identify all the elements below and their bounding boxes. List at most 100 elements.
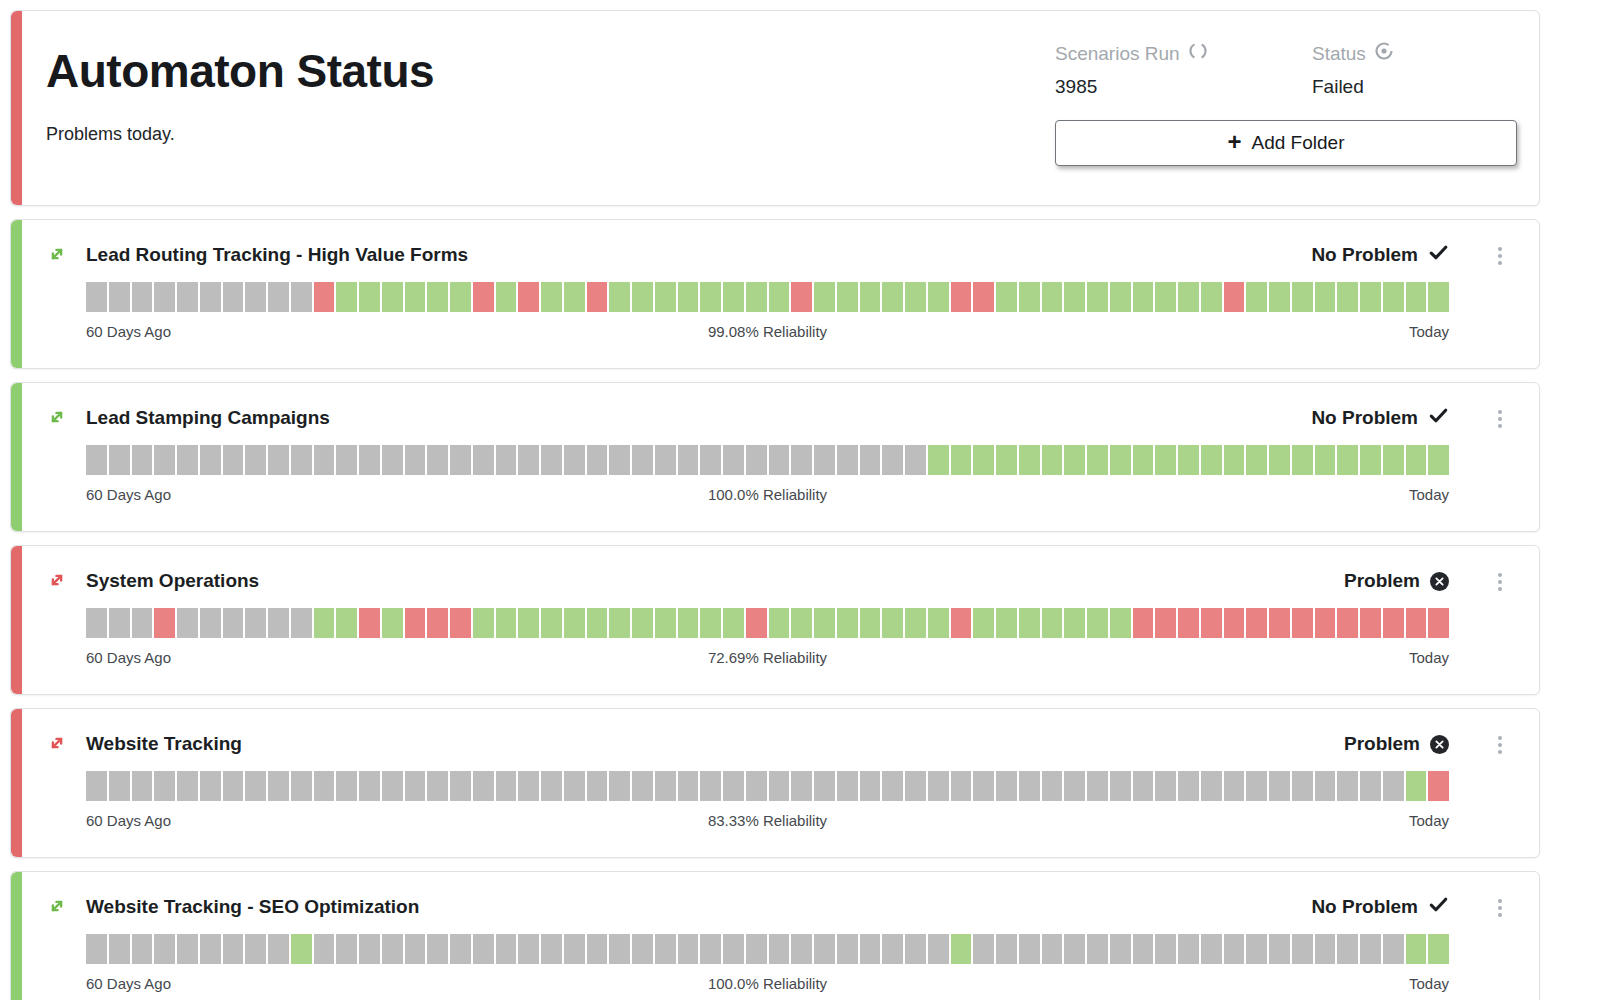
kebab-menu-icon[interactable]	[1495, 733, 1505, 757]
day-cell	[1360, 282, 1381, 312]
expand-icon[interactable]	[46, 569, 68, 591]
day-cell	[1201, 608, 1222, 638]
history-start-label: 60 Days Ago	[86, 975, 427, 992]
status-text: Problem	[1344, 733, 1420, 755]
history-end-label: Today	[1108, 486, 1449, 503]
history-bar	[86, 445, 1449, 475]
day-cell	[882, 608, 903, 638]
day-cell	[723, 934, 744, 964]
day-cell	[746, 282, 767, 312]
day-cell	[564, 608, 585, 638]
day-cell	[1019, 282, 1040, 312]
day-cell	[882, 771, 903, 801]
refresh-icon	[1188, 41, 1208, 66]
day-cell	[678, 445, 699, 475]
day-cell	[1178, 282, 1199, 312]
day-cell	[723, 771, 744, 801]
day-cell	[518, 282, 539, 312]
page-subtitle: Problems today.	[46, 124, 1055, 145]
day-cell	[1178, 934, 1199, 964]
day-cell	[769, 608, 790, 638]
day-cell	[951, 934, 972, 964]
day-cell	[1064, 608, 1085, 638]
day-cell	[336, 608, 357, 638]
day-cell	[1337, 771, 1358, 801]
scenarios-run-value: 3985	[1055, 76, 1312, 98]
day-cell	[928, 608, 949, 638]
day-cell	[496, 934, 517, 964]
day-cell	[723, 282, 744, 312]
day-cell	[314, 934, 335, 964]
day-cell	[268, 282, 289, 312]
expand-icon[interactable]	[46, 895, 68, 917]
scenario-title: System Operations	[86, 570, 1344, 592]
day-cell	[587, 445, 608, 475]
day-cell	[1201, 282, 1222, 312]
day-cell	[405, 608, 426, 638]
day-cell	[1428, 282, 1449, 312]
day-cell	[996, 771, 1017, 801]
day-cell	[996, 445, 1017, 475]
day-cell	[359, 282, 380, 312]
expand-icon[interactable]	[46, 406, 68, 428]
day-cell	[359, 934, 380, 964]
day-cell	[336, 282, 357, 312]
kebab-menu-icon[interactable]	[1495, 570, 1505, 594]
day-cell	[837, 282, 858, 312]
day-cell	[746, 934, 767, 964]
day-cell	[518, 934, 539, 964]
day-cell	[1087, 608, 1108, 638]
day-cell	[245, 934, 266, 964]
day-cell	[177, 608, 198, 638]
day-cell	[1292, 934, 1313, 964]
day-cell	[1428, 934, 1449, 964]
day-cell	[1406, 934, 1427, 964]
day-cell	[450, 934, 471, 964]
day-cell	[814, 934, 835, 964]
plus-icon: +	[1228, 130, 1242, 154]
history-bar	[86, 771, 1449, 801]
day-cell	[1269, 282, 1290, 312]
kebab-menu-icon[interactable]	[1495, 896, 1505, 920]
status-label: Status	[1312, 43, 1366, 65]
header-left: Automaton Status Problems today.	[11, 11, 1055, 205]
day-cell	[473, 934, 494, 964]
day-cell	[564, 445, 585, 475]
kebab-menu-icon[interactable]	[1495, 407, 1505, 431]
scenario-card: System Operations Problem	[10, 545, 1540, 695]
day-cell	[769, 934, 790, 964]
status-text: No Problem	[1311, 896, 1418, 918]
day-cell	[382, 771, 403, 801]
history-end-label: Today	[1108, 812, 1449, 829]
day-cell	[564, 771, 585, 801]
day-cell	[609, 771, 630, 801]
day-cell	[587, 608, 608, 638]
day-cell	[1428, 608, 1449, 638]
day-cell	[814, 771, 835, 801]
day-cell	[314, 282, 335, 312]
day-cell	[1269, 771, 1290, 801]
day-cell	[723, 608, 744, 638]
day-cell	[132, 608, 153, 638]
day-cell	[1178, 608, 1199, 638]
add-folder-button[interactable]: + Add Folder	[1055, 120, 1517, 166]
day-cell	[109, 934, 130, 964]
day-cell	[609, 934, 630, 964]
day-cell	[1246, 608, 1267, 638]
expand-icon[interactable]	[46, 243, 68, 265]
kebab-menu-icon[interactable]	[1495, 244, 1505, 268]
stat-status: Status Failed	[1312, 41, 1517, 98]
day-cell	[609, 608, 630, 638]
day-cell	[1110, 445, 1131, 475]
day-cell	[336, 771, 357, 801]
expand-icon[interactable]	[46, 732, 68, 754]
day-cell	[1110, 608, 1131, 638]
history-bar	[86, 608, 1449, 638]
day-cell	[1155, 934, 1176, 964]
day-cell	[951, 282, 972, 312]
scenario-title: Lead Stamping Campaigns	[86, 407, 1311, 429]
day-cell	[996, 282, 1017, 312]
day-cell	[132, 282, 153, 312]
day-cell	[973, 934, 994, 964]
day-cell	[1406, 445, 1427, 475]
